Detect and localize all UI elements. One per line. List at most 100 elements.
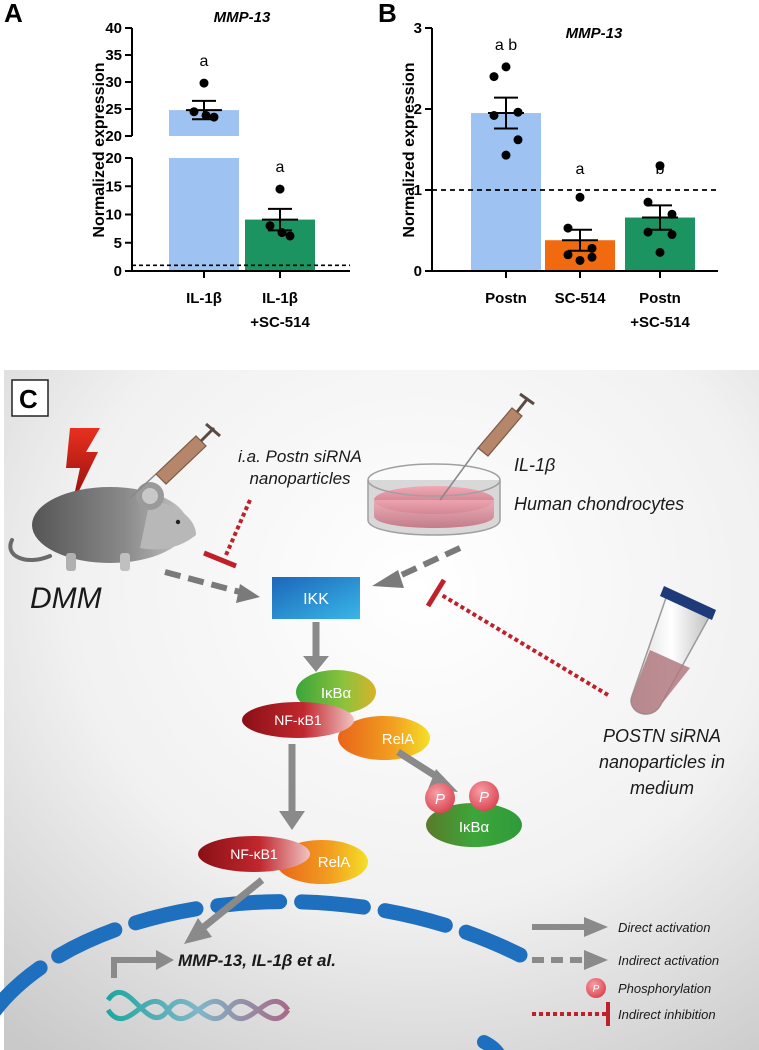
panel-c-label: C xyxy=(19,384,38,414)
b-tick-label: 1 xyxy=(414,182,422,199)
indirect-arrow-cells-head xyxy=(372,570,404,588)
panel-a-title: MMP-13 xyxy=(214,9,271,26)
legend-solid-arrow-head xyxy=(584,917,608,937)
direct-arrow-nucleus-head xyxy=(184,918,212,944)
inhibition-line-2 xyxy=(438,592,610,697)
panel-a-y-axis-label: Normalized expression xyxy=(91,62,108,237)
panel-a-chart: A MMP-13 Normalized expression a a 0 5 10 15… xyxy=(4,0,350,331)
bar-a-0-lower xyxy=(169,158,239,271)
phosphate-label-2: P xyxy=(479,789,489,806)
a-significance-label: a xyxy=(276,159,285,176)
a-tick-label: 40 xyxy=(105,20,122,37)
direct-arrow-nucleus xyxy=(197,877,265,933)
nfkb1-protein xyxy=(242,702,354,738)
target-genes-label: MMP-13, IL-1β et al. xyxy=(178,951,336,970)
postn-label-line1: POSTN siRNA xyxy=(603,726,721,746)
dmm-label: DMM xyxy=(30,582,102,615)
phosphate-icon xyxy=(425,783,455,813)
a-category-label: +SC-514 xyxy=(250,314,310,331)
panel-c-label-box xyxy=(11,379,49,417)
postn-label-line3: medium xyxy=(630,778,694,798)
a-data-point xyxy=(265,221,275,231)
legend-phosphorylation: Phosphorylation xyxy=(618,981,711,996)
panel-a-label: A xyxy=(4,0,23,28)
b-category-label: SC-514 xyxy=(555,290,607,307)
inhibition-line xyxy=(224,499,252,556)
transcription-arrow xyxy=(111,957,160,978)
b-data-point xyxy=(667,230,677,240)
b-data-point xyxy=(575,192,585,202)
inhibition-bar-2 xyxy=(425,578,447,608)
direct-arrow-ikk-head xyxy=(303,656,329,672)
b-data-point xyxy=(575,255,585,265)
b-data-point xyxy=(587,252,597,262)
a-tick-label: 15 xyxy=(105,178,122,195)
panel-b-chart: B MMP-13 Normalized expression a b a b 0 1 2… xyxy=(378,0,718,331)
panel-b-title: MMP-13 xyxy=(566,25,623,42)
transcription-arrow-head xyxy=(156,950,174,970)
b-data-point xyxy=(513,135,523,145)
a-data-point xyxy=(275,184,285,194)
legend-phospho-icon xyxy=(586,978,606,998)
cell-dish-icon xyxy=(367,463,501,536)
ikk-box xyxy=(272,577,360,619)
legend-phospho-p: P xyxy=(593,984,600,995)
a-tick-label: 25 xyxy=(105,101,122,118)
b-tick-label: 2 xyxy=(414,101,422,118)
a-tick-label: 0 xyxy=(114,263,122,280)
b-data-point xyxy=(563,223,573,233)
legend-direct-activation: Direct activation xyxy=(618,920,710,935)
nfkb1-free-label: NF-κB1 xyxy=(230,846,278,862)
test-tube-icon xyxy=(630,586,716,715)
a-data-point xyxy=(199,78,209,88)
mouse-icon xyxy=(8,482,196,571)
a-significance-label: a xyxy=(200,53,209,70)
a-tick-label: 5 xyxy=(114,235,122,252)
ikba-phospho-label: IκBα xyxy=(459,819,490,836)
a-category-label: IL-1β xyxy=(186,290,222,307)
b-data-point xyxy=(563,250,573,260)
legend-indirect-inhibition: Indirect inhibition xyxy=(618,1007,716,1022)
panel-b-y-axis-label: Normalized expression xyxy=(401,62,418,237)
legend-dashed-arrow-head xyxy=(584,950,608,970)
a-tick-label: 10 xyxy=(105,207,122,224)
a-tick-label: 20 xyxy=(105,150,122,167)
injection-label-line2: nanoparticles xyxy=(249,469,351,488)
syringe-icon-2 xyxy=(439,392,535,501)
bar-b-0 xyxy=(471,113,541,271)
a-data-point xyxy=(189,107,199,117)
postn-label-line2: nanoparticles in xyxy=(599,752,725,772)
b-data-point xyxy=(501,150,511,160)
b-tick-label: 0 xyxy=(414,263,422,280)
a-tick-label: 35 xyxy=(105,47,122,64)
injection-label-line1: i.a. Postn siRNA xyxy=(238,447,362,466)
b-significance-label: a b xyxy=(495,37,517,54)
b-category-label: +SC-514 xyxy=(630,314,690,331)
rela-protein xyxy=(338,716,430,760)
il1b-label: IL-1β xyxy=(514,455,555,475)
nfkb-complex: IκBα NF-κB1 RelA xyxy=(242,670,430,760)
ikba-label: IκBα xyxy=(321,685,352,702)
rela-free-label: RelA xyxy=(318,854,351,871)
a-category-label: IL-1β xyxy=(262,290,298,307)
indirect-arrow-mouse xyxy=(164,569,241,595)
b-tick-label: 3 xyxy=(414,20,422,37)
nfkb1-free xyxy=(198,836,310,872)
b-data-point xyxy=(501,62,511,72)
dna-icon xyxy=(105,990,291,1030)
b-data-point xyxy=(655,161,665,171)
nuclear-membrane-2 xyxy=(477,1035,505,1050)
a-tick-label: 20 xyxy=(105,128,122,145)
indirect-arrow-mouse-head xyxy=(236,584,260,603)
b-category-label: Postn xyxy=(485,290,527,307)
ikk-label: IKK xyxy=(303,591,329,608)
ikba-phospho-protein xyxy=(426,803,522,847)
syringe-icon xyxy=(129,422,221,499)
nfkb1-label: NF-κB1 xyxy=(274,712,322,728)
panel-b-label: B xyxy=(378,0,397,28)
b-significance-label: a xyxy=(576,161,585,178)
indirect-arrow-cells xyxy=(393,545,462,581)
b-data-point xyxy=(489,72,499,82)
diagram-legend: Direct activation Indirect activation P … xyxy=(532,917,719,1026)
